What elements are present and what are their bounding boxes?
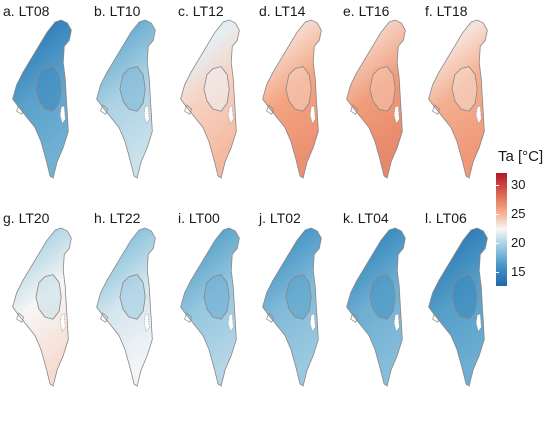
temperature-map bbox=[428, 227, 488, 387]
region-outline bbox=[285, 66, 312, 112]
region-outline bbox=[432, 104, 441, 115]
temperature-map bbox=[96, 227, 156, 387]
region-outline bbox=[35, 274, 62, 320]
temperature-map bbox=[346, 19, 406, 179]
region-outline bbox=[35, 66, 62, 112]
legend-tick-mark bbox=[496, 242, 499, 244]
region-outline bbox=[100, 312, 109, 323]
lake-outline bbox=[59, 105, 66, 124]
lake-outline bbox=[227, 105, 234, 124]
panel-label: d. LT14 bbox=[259, 3, 306, 19]
region-outline bbox=[184, 104, 193, 115]
lake-outline bbox=[475, 313, 482, 332]
legend-tick-mark bbox=[496, 184, 499, 186]
temperature-map bbox=[96, 19, 156, 179]
region-outline bbox=[100, 104, 109, 115]
temperature-map bbox=[180, 19, 240, 179]
region-outline bbox=[451, 274, 478, 320]
region-outline bbox=[369, 66, 396, 112]
region-outline bbox=[350, 312, 359, 323]
lake-outline bbox=[309, 105, 316, 124]
lake-outline bbox=[143, 313, 150, 332]
panel-label: a. LT08 bbox=[3, 3, 50, 19]
region-outline bbox=[119, 66, 146, 112]
region-outline bbox=[266, 312, 275, 323]
region-outline bbox=[16, 312, 25, 323]
panel-label: b. LT10 bbox=[94, 3, 141, 19]
panel-label: h. LT22 bbox=[94, 210, 141, 226]
temperature-map bbox=[428, 19, 488, 179]
region-outline bbox=[119, 274, 146, 320]
legend-title: Ta [°C] bbox=[498, 148, 544, 165]
lake-outline bbox=[227, 313, 234, 332]
panel-label: k. LT04 bbox=[343, 210, 389, 226]
region-outline bbox=[369, 274, 396, 320]
legend-tick-label: 30 bbox=[511, 176, 526, 192]
lake-outline bbox=[393, 313, 400, 332]
region-outline bbox=[203, 66, 230, 112]
lake-outline bbox=[475, 105, 482, 124]
lake-outline bbox=[143, 105, 150, 124]
panel-label: j. LT02 bbox=[259, 210, 301, 226]
legend-colorbar bbox=[496, 173, 507, 286]
legend-tick-mark bbox=[496, 213, 499, 215]
legend-tick-mark bbox=[496, 271, 499, 273]
temperature-map bbox=[346, 227, 406, 387]
region-outline bbox=[285, 274, 312, 320]
region-outline bbox=[451, 66, 478, 112]
region-outline bbox=[203, 274, 230, 320]
region-outline bbox=[184, 312, 193, 323]
region-outline bbox=[266, 104, 275, 115]
panel-label: f. LT18 bbox=[425, 3, 468, 19]
temperature-map bbox=[12, 19, 72, 179]
legend-tick-label: 20 bbox=[511, 234, 526, 250]
temperature-map bbox=[180, 227, 240, 387]
legend-tick-label: 25 bbox=[511, 205, 526, 221]
lake-outline bbox=[393, 105, 400, 124]
temperature-map bbox=[262, 19, 322, 179]
temperature-map bbox=[12, 227, 72, 387]
lake-outline bbox=[309, 313, 316, 332]
panel-label: c. LT12 bbox=[178, 3, 224, 19]
temperature-map bbox=[262, 227, 322, 387]
panel-label: l. LT06 bbox=[425, 210, 467, 226]
panel-label: i. LT00 bbox=[178, 210, 220, 226]
region-outline bbox=[16, 104, 25, 115]
legend-tick-label: 15 bbox=[511, 263, 526, 279]
region-outline bbox=[350, 104, 359, 115]
lake-outline bbox=[59, 313, 66, 332]
region-outline bbox=[432, 312, 441, 323]
panel-label: e. LT16 bbox=[343, 3, 390, 19]
panel-label: g. LT20 bbox=[3, 210, 50, 226]
